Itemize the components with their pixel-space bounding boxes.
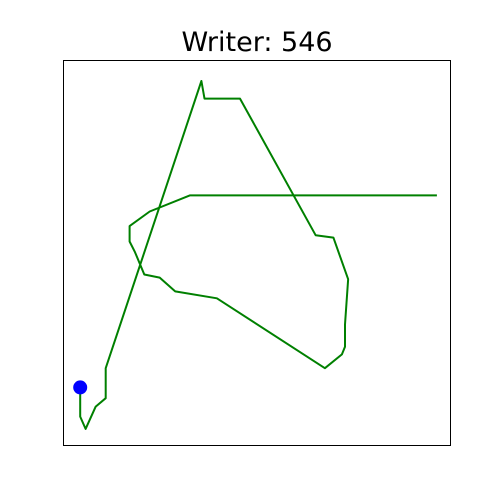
stroke-start-marker	[73, 380, 88, 395]
stroke-series-line	[79, 80, 437, 430]
plot-area-frame	[63, 60, 451, 446]
plot-layer	[73, 80, 437, 430]
chart-title: Writer: 546	[181, 27, 332, 58]
